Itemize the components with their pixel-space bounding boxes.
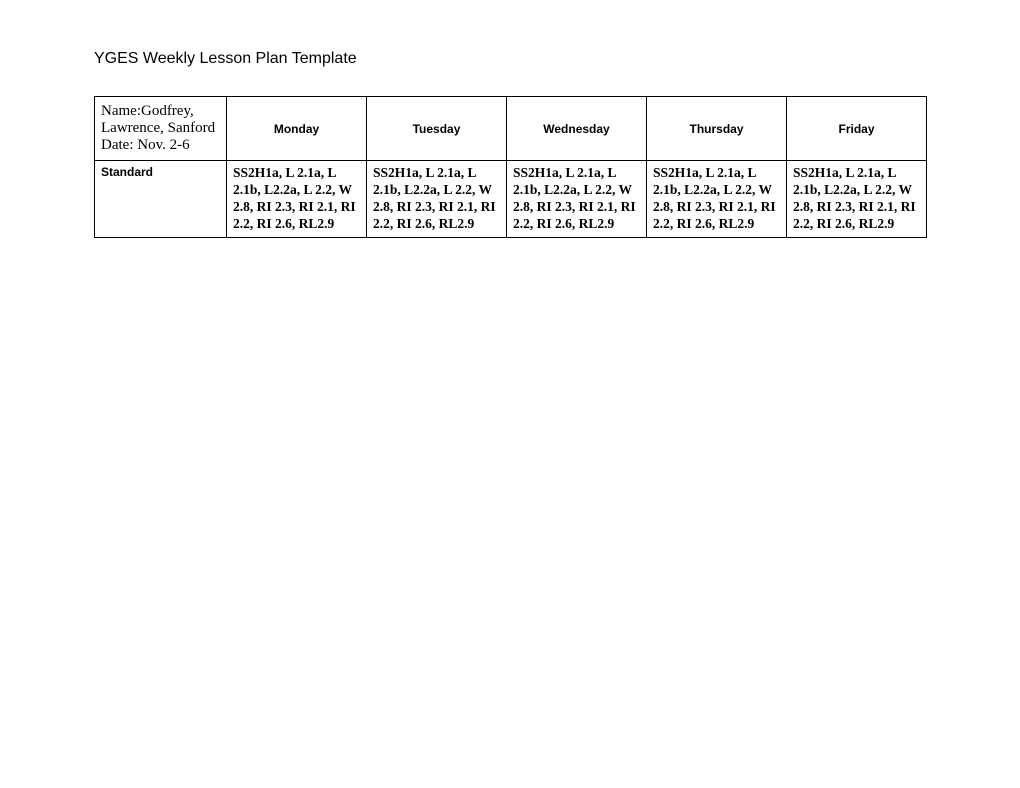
date-label: Date: [101, 137, 133, 153]
header-row: Name:Godfrey, Lawrence, Sanford Date: No… [95, 97, 927, 161]
standard-tuesday: SS2H1a, L 2.1a, L 2.1b, L2.2a, L 2.2, W … [367, 161, 507, 238]
day-wednesday: Wednesday [507, 97, 647, 161]
standard-row: Standard SS2H1a, L 2.1a, L 2.1b, L2.2a, … [95, 161, 927, 238]
day-monday: Monday [227, 97, 367, 161]
date-value: Nov. 2-6 [137, 137, 189, 153]
standard-thursday: SS2H1a, L 2.1a, L 2.1b, L2.2a, L 2.2, W … [647, 161, 787, 238]
name-date-cell: Name:Godfrey, Lawrence, Sanford Date: No… [95, 97, 227, 161]
lesson-plan-table: Name:Godfrey, Lawrence, Sanford Date: No… [94, 96, 927, 238]
row-label-standard: Standard [95, 161, 227, 238]
day-thursday: Thursday [647, 97, 787, 161]
page-title: YGES Weekly Lesson Plan Template [94, 50, 926, 68]
standard-monday: SS2H1a, L 2.1a, L 2.1b, L2.2a, L 2.2, W … [227, 161, 367, 238]
standard-wednesday: SS2H1a, L 2.1a, L 2.1b, L2.2a, L 2.2, W … [507, 161, 647, 238]
day-friday: Friday [787, 97, 927, 161]
day-tuesday: Tuesday [367, 97, 507, 161]
standard-friday: SS2H1a, L 2.1a, L 2.1b, L2.2a, L 2.2, W … [787, 161, 927, 238]
name-label: Name: [101, 103, 141, 119]
